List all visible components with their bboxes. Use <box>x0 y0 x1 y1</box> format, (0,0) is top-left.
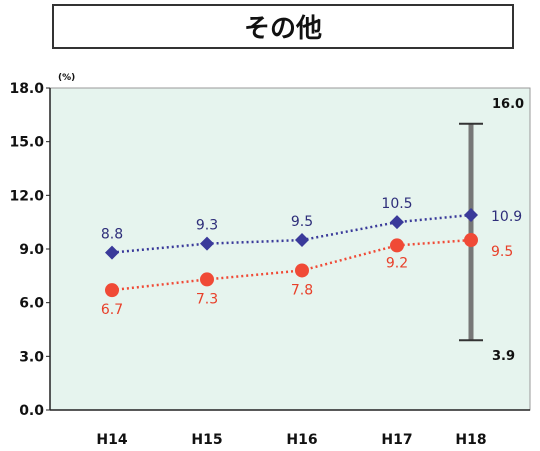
unit-label: (%) <box>58 73 75 83</box>
x-tick-label: H16 <box>286 432 317 448</box>
data-point-diamond <box>295 233 309 248</box>
data-point-diamond <box>200 236 214 251</box>
x-tick-label: H14 <box>96 432 127 448</box>
data-label: 7.3 <box>196 291 218 307</box>
x-tick-label: H17 <box>381 432 412 448</box>
data-label: 9.2 <box>386 255 408 271</box>
y-tick-label: 6.0 <box>19 296 44 312</box>
data-label: 9.3 <box>196 218 218 234</box>
y-tick-label: 12.0 <box>9 188 44 204</box>
data-label: 10.9 <box>491 209 522 225</box>
data-label: 10.5 <box>381 196 412 212</box>
y-tick-label: 0.0 <box>19 403 44 419</box>
data-point-circle <box>295 263 309 278</box>
data-label: 8.8 <box>101 227 123 243</box>
data-label: 9.5 <box>291 214 313 230</box>
data-point-diamond <box>105 245 119 260</box>
data-point-circle <box>464 233 478 248</box>
data-label: 6.7 <box>101 302 123 318</box>
range-max-label: 16.0 <box>492 97 524 112</box>
data-point-circle <box>390 238 404 253</box>
data-point-diamond <box>390 215 404 230</box>
data-point-circle <box>105 283 119 298</box>
range-min-label: 3.9 <box>492 349 515 364</box>
data-point-circle <box>200 272 214 287</box>
x-tick-label: H18 <box>455 432 486 448</box>
y-tick-label: 9.0 <box>19 242 44 258</box>
y-tick-label: 18.0 <box>9 81 44 97</box>
chart-title: その他 <box>52 4 514 49</box>
data-label: 9.5 <box>491 244 513 260</box>
data-point-diamond <box>464 208 478 223</box>
y-tick-label: 3.0 <box>19 349 44 365</box>
y-tick-label: 15.0 <box>9 135 44 151</box>
data-label: 7.8 <box>291 282 313 298</box>
plot-area <box>49 87 531 411</box>
x-tick-label: H15 <box>191 432 222 448</box>
